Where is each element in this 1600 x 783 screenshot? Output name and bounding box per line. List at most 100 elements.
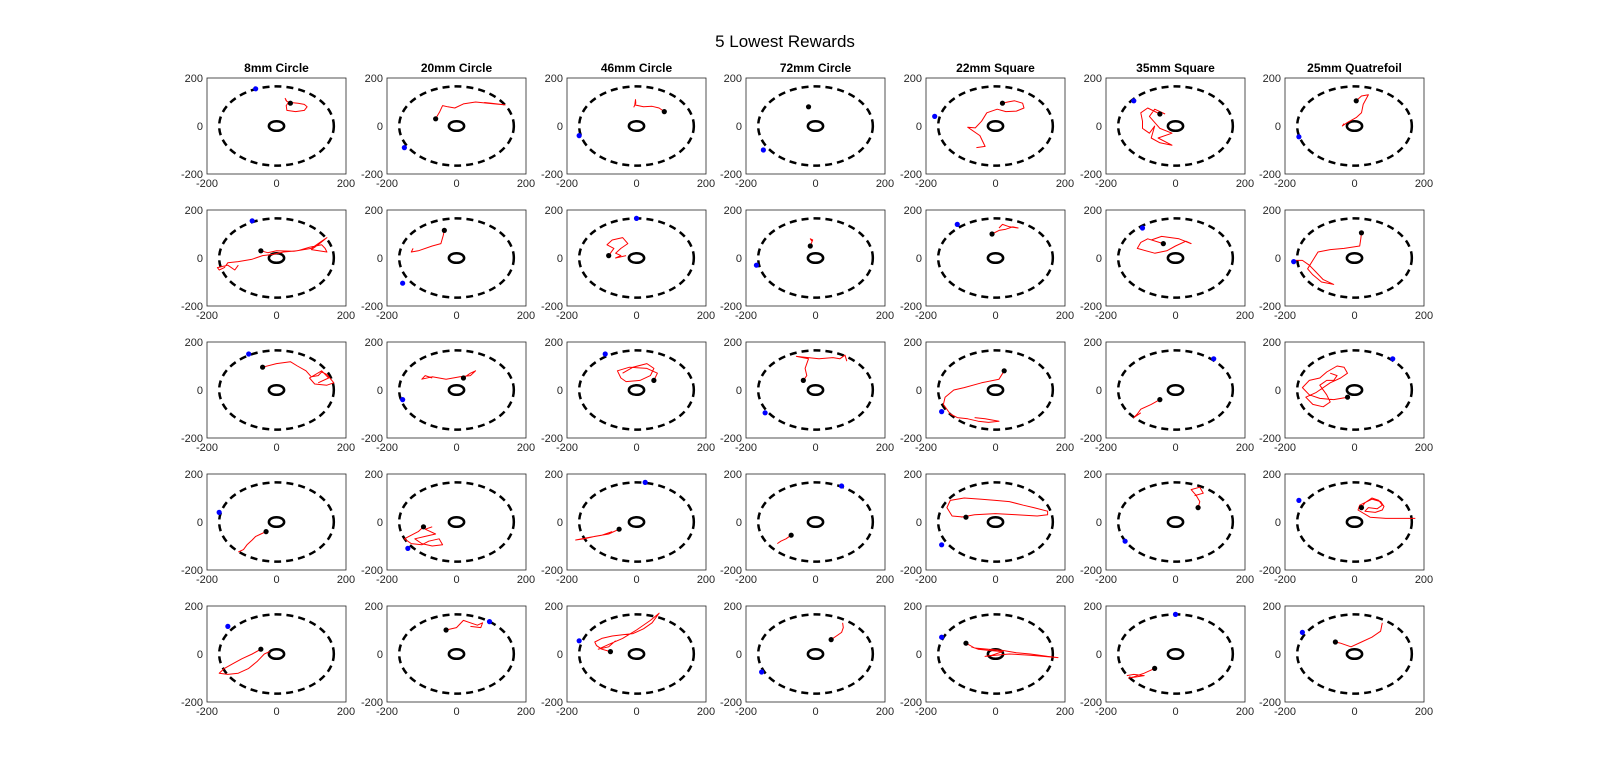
start-point	[800, 377, 806, 383]
start-point	[1353, 98, 1359, 104]
y-tick-label: 0	[736, 649, 742, 661]
y-tick-label: -200	[720, 169, 742, 181]
panel-4-6: -200 0 200 -200 0 200	[1259, 601, 1433, 718]
column-title: 25mm Quatrefoil	[1307, 61, 1402, 75]
y-tick-label: -200	[181, 433, 203, 445]
panel-0-1: -200 0 200 -200 0 200	[361, 73, 535, 190]
y-tick-label: 0	[1096, 121, 1102, 133]
center-ring	[1166, 383, 1185, 397]
x-tick-label: -200	[1274, 442, 1296, 454]
center-ring	[627, 647, 646, 661]
start-point	[260, 364, 266, 370]
center-ring	[986, 383, 1005, 397]
start-point	[443, 627, 449, 633]
axes-box	[386, 341, 527, 439]
y-tick-label: 0	[197, 517, 203, 529]
trajectory-line	[1357, 497, 1416, 519]
panel-4-2: -200 0 200 -200 0 200	[541, 601, 715, 718]
axes-box	[566, 77, 707, 175]
panel-0-3: -200 0 200 -200 0 200	[720, 73, 894, 190]
x-tick-label: 200	[1236, 178, 1254, 190]
goal-point	[1172, 611, 1179, 618]
x-tick-label: 0	[812, 178, 818, 190]
start-point	[1160, 241, 1166, 247]
start-point	[805, 104, 812, 110]
trajectory-line	[238, 531, 267, 553]
y-tick-label: -200	[1259, 433, 1281, 445]
y-tick-label: 0	[557, 649, 563, 661]
center-ring	[986, 515, 1005, 529]
boundary-ellipse	[1295, 85, 1414, 167]
trajectory-line	[1335, 622, 1383, 648]
column-title: 35mm Square	[1136, 61, 1215, 75]
center-ring	[447, 515, 466, 529]
y-tick-label: 0	[377, 253, 383, 265]
y-tick-label: 200	[545, 469, 563, 481]
start-point	[607, 649, 614, 655]
x-tick-label: 200	[337, 178, 355, 190]
x-tick-label: 0	[1351, 706, 1357, 718]
center-ring	[986, 251, 1005, 265]
y-tick-label: 200	[904, 205, 922, 217]
goal-point	[642, 479, 648, 485]
center-ring	[986, 119, 1005, 133]
x-tick-label: 200	[1236, 706, 1254, 718]
y-tick-label: 0	[916, 649, 922, 661]
boundary-ellipse	[756, 613, 875, 695]
goal-point	[932, 113, 938, 119]
y-tick-label: -200	[1080, 697, 1102, 709]
goal-point	[1131, 98, 1137, 104]
boundary-ellipse	[577, 481, 696, 563]
y-tick-label: -200	[1080, 301, 1102, 313]
goal-point	[576, 133, 582, 139]
start-point	[999, 100, 1006, 106]
y-tick-label: -200	[361, 433, 383, 445]
boundary-ellipse	[217, 349, 336, 431]
y-tick-label: 200	[365, 73, 383, 85]
x-tick-label: 200	[876, 574, 894, 586]
x-tick-label: -200	[376, 442, 398, 454]
start-point	[258, 646, 264, 652]
goal-point	[939, 409, 945, 415]
trajectory-line	[1341, 94, 1369, 127]
center-ring	[267, 647, 286, 661]
panel-0-5: -200 0 200 -200 0 200	[1080, 73, 1254, 190]
trajectory-line	[946, 497, 1049, 518]
x-tick-label: 200	[1236, 574, 1254, 586]
y-tick-label: 0	[736, 253, 742, 265]
axes-box	[925, 209, 1066, 307]
panel-1-1: -200 0 200 -200 0 200	[361, 205, 535, 322]
y-tick-label: 0	[557, 385, 563, 397]
x-tick-label: -200	[735, 310, 757, 322]
panel-1-2: -200 0 200 -200 0 200	[541, 205, 715, 322]
start-point	[1157, 111, 1163, 117]
y-tick-label: -200	[361, 697, 383, 709]
x-tick-label: -200	[1095, 706, 1117, 718]
y-tick-label: -200	[541, 169, 563, 181]
center-ring	[1166, 119, 1185, 133]
x-tick-label: 200	[1056, 574, 1074, 586]
axes-box	[1105, 209, 1246, 307]
goal-point	[486, 619, 493, 625]
column-title: 8mm Circle	[244, 61, 309, 75]
axes-box	[1284, 341, 1425, 439]
boundary-ellipse	[936, 613, 1055, 695]
panel-2-1: -200 0 200 -200 0 200	[361, 337, 535, 454]
x-tick-label: 200	[697, 574, 715, 586]
panel-1-4: -200 0 200 -200 0 200	[900, 205, 1074, 322]
x-tick-label: -200	[1095, 574, 1117, 586]
goal-point	[249, 218, 255, 224]
y-tick-label: 0	[197, 385, 203, 397]
trajectory-line	[445, 619, 484, 631]
panel-4-5: -200 0 200 -200 0 200	[1080, 601, 1254, 718]
goal-point	[1296, 497, 1302, 503]
x-tick-label: 200	[517, 706, 535, 718]
y-tick-label: 0	[916, 121, 922, 133]
x-tick-label: 0	[1172, 310, 1178, 322]
trajectory-line	[1190, 486, 1204, 508]
goal-point	[246, 351, 252, 357]
trajectory-line	[218, 648, 270, 675]
boundary-ellipse	[217, 217, 336, 299]
boundary-ellipse	[1116, 217, 1235, 299]
start-point	[963, 514, 969, 520]
